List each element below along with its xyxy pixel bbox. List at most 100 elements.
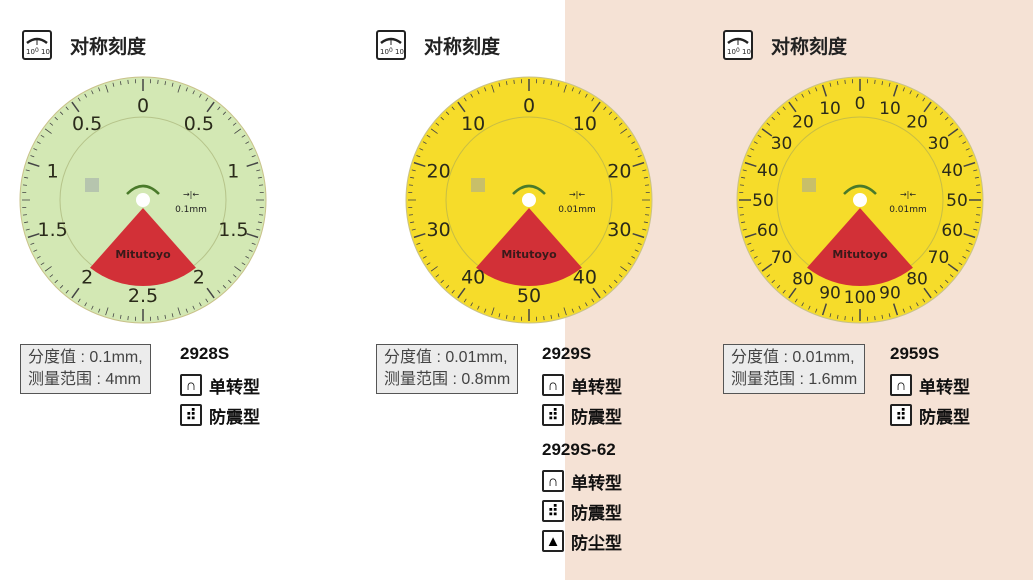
symmetric-scale-header: 10 0 10 对称刻度 [22, 30, 146, 60]
scale-label: 0 [137, 95, 149, 117]
tick-mark [484, 87, 487, 92]
tick-mark [463, 97, 467, 102]
tick-mark [411, 169, 416, 172]
svg-text:0: 0 [736, 47, 740, 54]
tick-mark [757, 134, 762, 138]
tick-mark [206, 101, 215, 113]
shockproof-icon: ⠾ [890, 404, 912, 426]
tick-mark [801, 93, 804, 98]
spec-box: 分度值 : 0.01mm, 测量范围 : 0.8mm [376, 344, 519, 394]
tick-mark [968, 242, 973, 245]
direction-arc-icon [512, 184, 546, 195]
tick-mark [563, 84, 567, 93]
tick-mark [77, 298, 81, 303]
tick-mark [228, 116, 232, 121]
dial-face: Mitutoyo 0.01mm →|← 0 10 10 20 20 30 30 40 40 50 [405, 76, 653, 324]
tick-mark [416, 242, 421, 245]
tick-mark [410, 176, 415, 179]
tick-mark [761, 128, 773, 137]
tick-mark [543, 316, 545, 321]
tick-mark [49, 122, 54, 126]
tick-mark [426, 262, 431, 266]
tick-mark [84, 302, 87, 307]
tick-mark [119, 314, 122, 319]
model-list: 2929S ∩ 单转型 ⠾ 防震型 2929S-62 ∩ 单转型 ⠾ 防震型 ▲ 防尘型 [542, 344, 622, 566]
tick-mark [902, 308, 905, 313]
tick-mark [741, 221, 746, 224]
tick-mark [585, 302, 588, 307]
tick-mark [44, 266, 52, 272]
tick-mark [36, 141, 41, 144]
tick-mark [470, 93, 473, 98]
tick-mark [171, 82, 174, 87]
tick-mark [591, 298, 595, 303]
tick-mark [557, 82, 560, 87]
tick-mark [571, 87, 574, 92]
svg-text:0: 0 [35, 47, 39, 54]
tick-mark [753, 256, 758, 259]
tick-mark [71, 101, 80, 113]
feature-label: 防震型 [209, 407, 260, 427]
tick-mark [614, 116, 618, 121]
tick-mark [771, 116, 775, 121]
tick-mark [801, 302, 804, 307]
scale-label: 100 [844, 288, 876, 308]
scale-label: 10 [879, 99, 901, 119]
tick-mark [457, 101, 466, 113]
tick-mark [776, 111, 781, 115]
tick-mark [477, 90, 480, 95]
scale-label: 1.5 [38, 219, 68, 241]
tick-mark [27, 161, 40, 168]
tick-mark [98, 87, 101, 92]
unit-label: 0.01mm [558, 205, 596, 215]
tick-mark [256, 228, 261, 231]
tick-mark [563, 307, 567, 316]
tick-mark [592, 101, 601, 113]
tick-mark [962, 256, 967, 259]
feature-label: 防尘型 [571, 533, 622, 553]
tick-mark [958, 134, 963, 138]
tick-mark [761, 263, 773, 272]
tick-mark [445, 111, 450, 115]
tick-mark [105, 84, 109, 93]
tick-mark [620, 266, 628, 272]
tick-mark [246, 161, 259, 168]
scale-label: 0.5 [72, 113, 102, 135]
qr-code-icon [85, 178, 99, 192]
tick-mark [206, 287, 215, 299]
scale-label: 20 [792, 113, 814, 133]
range-text: 测量范围 : 1.6mm [731, 371, 858, 388]
tick-mark [430, 266, 438, 272]
tick-mark [750, 249, 755, 252]
tick-mark [91, 305, 94, 310]
tick-mark [241, 262, 246, 266]
tick-mark [457, 287, 466, 299]
single-revolution-icon: ∩ [180, 374, 202, 396]
scale-label: 30 [771, 134, 793, 154]
tick-mark [958, 262, 963, 266]
tick-mark [491, 307, 495, 316]
svg-text:10: 10 [742, 48, 751, 56]
tick-mark [909, 305, 912, 310]
red-sector [807, 208, 913, 286]
tick-mark [451, 106, 455, 111]
scale-label: 0 [523, 95, 535, 117]
scale-label: 20 [607, 160, 631, 182]
shockproof-icon: ⠾ [542, 404, 564, 426]
tick-mark [25, 228, 30, 231]
scale-label: 50 [946, 191, 968, 211]
tick-mark [888, 82, 891, 87]
gap-arrows-icon: →|← [900, 190, 916, 199]
scale-label: 50 [752, 191, 774, 211]
tick-mark [753, 141, 758, 144]
single-revolution-icon: ∩ [890, 374, 912, 396]
tick-mark [963, 232, 976, 239]
feature-item: ⠾ 防震型 [542, 398, 622, 432]
tick-mark [632, 232, 645, 239]
tick-mark [973, 169, 978, 172]
tick-mark [505, 314, 508, 319]
tick-mark [881, 81, 884, 86]
scale-label: 40 [941, 161, 963, 181]
tick-mark [934, 289, 938, 294]
tick-mark [591, 97, 595, 102]
